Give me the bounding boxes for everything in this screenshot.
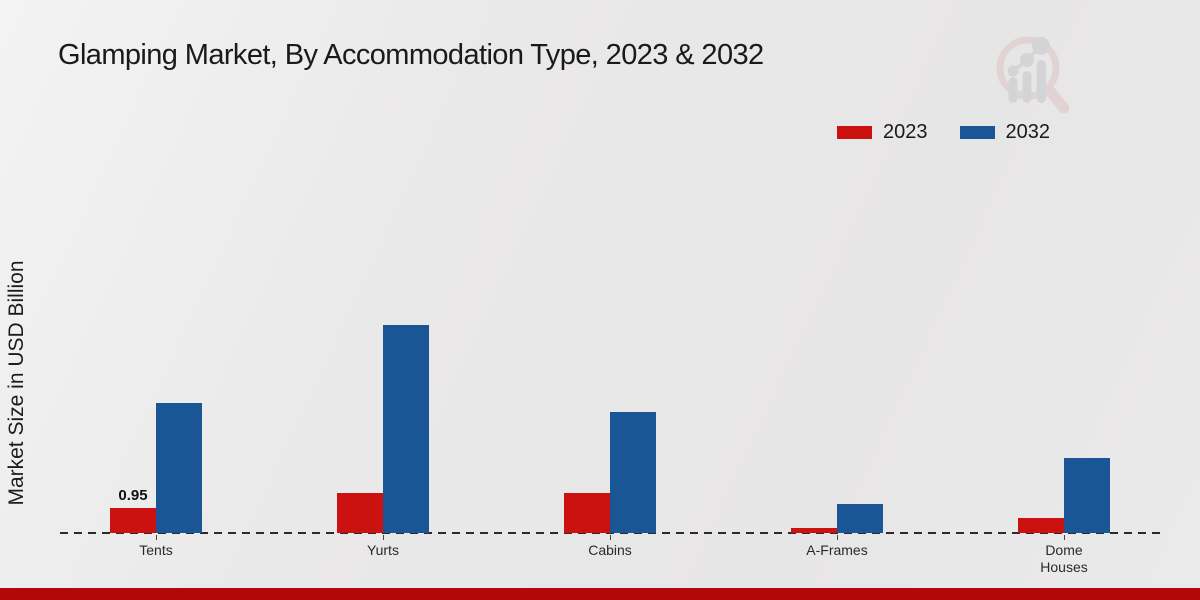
bar-dome-houses-2032	[1064, 458, 1110, 533]
bar-dome-houses-2023	[1018, 518, 1064, 533]
x-axis-baseline	[60, 532, 1160, 534]
bar-yurts-2023	[337, 493, 383, 533]
x-axis-label-tents: Tents	[139, 542, 173, 558]
x-axis-tick	[610, 535, 611, 540]
x-axis-label-a-frames: A-Frames	[806, 542, 868, 558]
brand-watermark-logo-icon	[996, 36, 1070, 114]
x-axis-label-dome-houses: Dome Houses	[1040, 542, 1088, 575]
legend-item-2032: 2032	[959, 120, 1051, 144]
bar-tents-2032	[156, 403, 202, 533]
x-axis-label-yurts: Yurts	[367, 542, 399, 558]
footer-accent-strip	[0, 588, 1200, 600]
legend: 2023 2032	[837, 121, 1050, 143]
x-axis-tick	[837, 535, 838, 540]
bar-a-frames-2023	[791, 528, 837, 533]
x-axis-tick	[383, 535, 384, 540]
x-axis-label-cabins: Cabins	[588, 542, 632, 558]
x-axis-tick	[1064, 535, 1065, 540]
bar-value-label: 0.95	[118, 487, 148, 504]
legend-swatch-icon	[837, 125, 872, 139]
bar-cabins-2032	[610, 412, 656, 533]
bar-a-frames-2032	[837, 504, 883, 533]
legend-label: 2032	[1005, 120, 1051, 143]
legend-item-2023: 2023	[837, 121, 928, 144]
bar-tents-2023	[110, 508, 156, 533]
bar-cabins-2023	[564, 493, 610, 533]
chart-title: Glamping Market, By Accommodation Type, …	[58, 39, 764, 71]
legend-swatch-icon	[959, 125, 995, 139]
bar-yurts-2032	[383, 325, 429, 533]
x-axis-tick	[156, 535, 157, 540]
legend-label: 2023	[883, 120, 928, 143]
